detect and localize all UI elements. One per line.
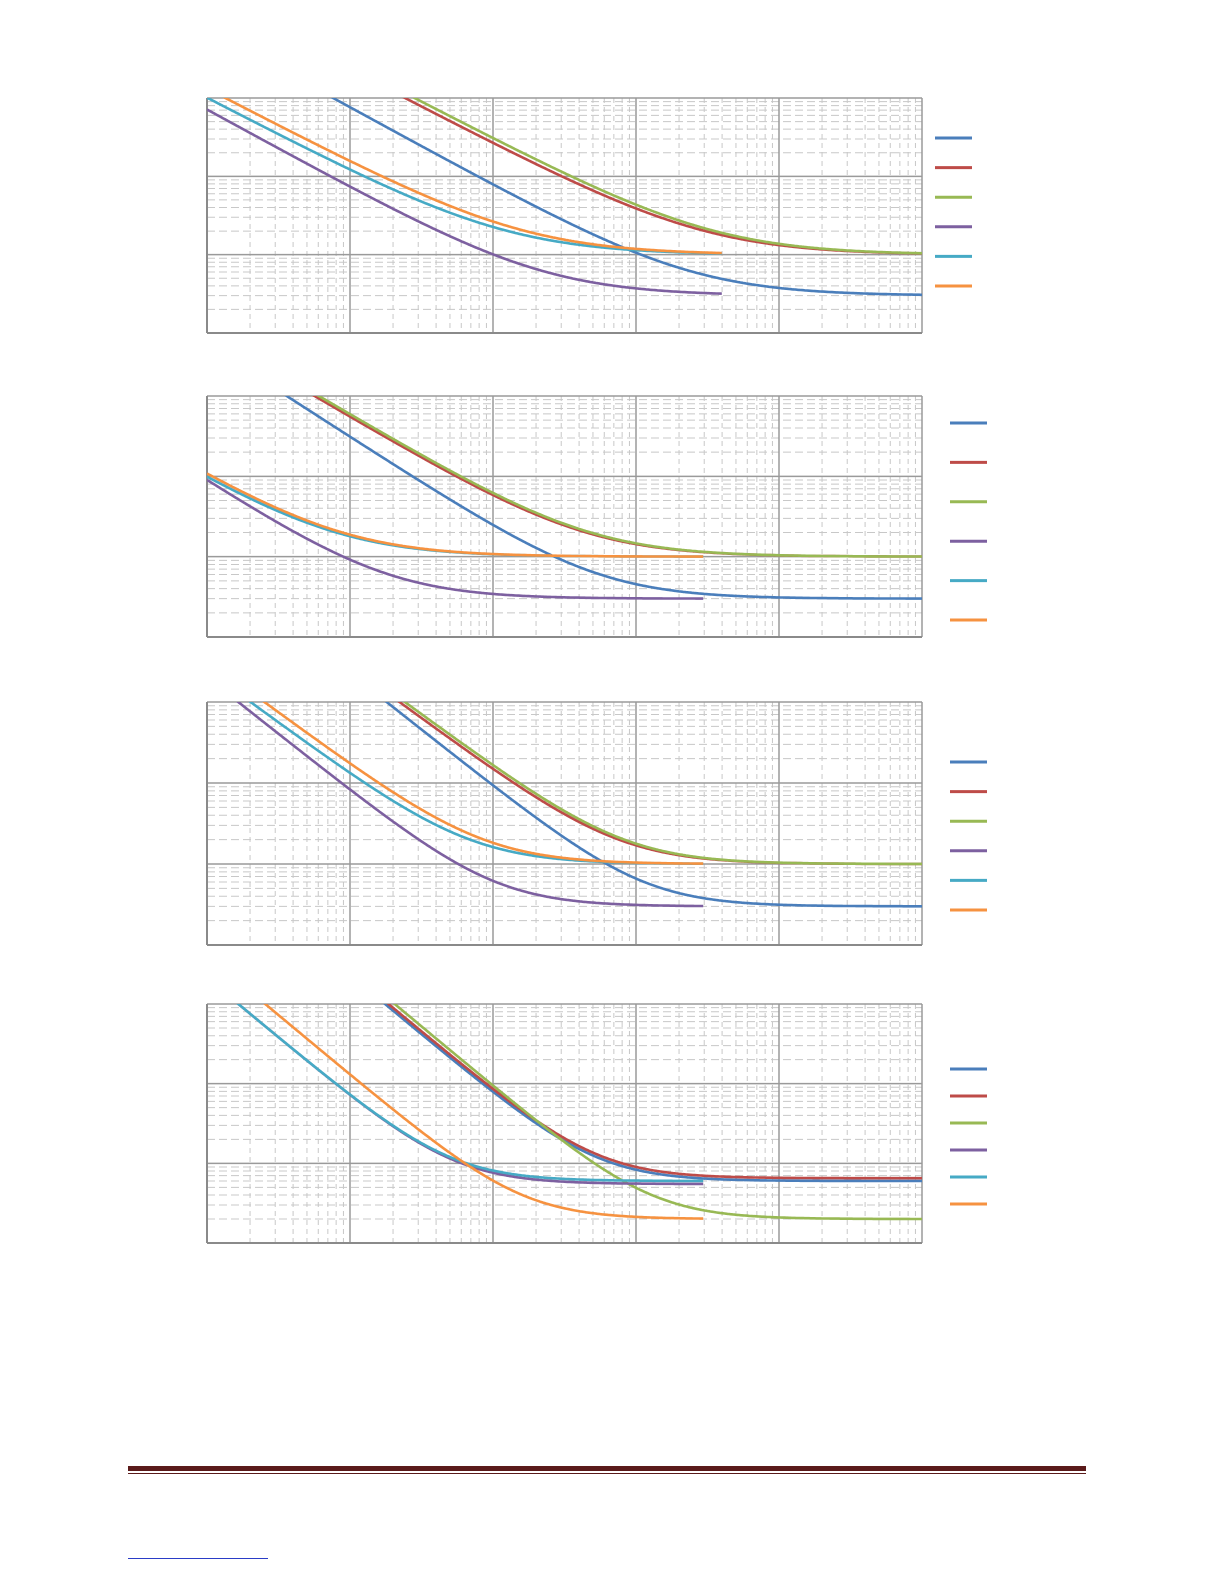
series-line-4 — [236, 702, 704, 908]
chart-panel-1 — [206, 97, 972, 334]
series-line-2 — [402, 98, 922, 255]
series-line-3 — [316, 396, 922, 558]
series-line-6 — [262, 702, 704, 865]
series-line-2 — [386, 1004, 922, 1180]
series-line-5 — [236, 1004, 704, 1183]
series-line-1 — [330, 98, 922, 297]
series-line-2 — [397, 702, 922, 866]
series-line-3 — [392, 1004, 922, 1221]
series-line-6 — [207, 472, 704, 558]
chart-panel-2 — [206, 395, 987, 638]
series-line-3 — [411, 98, 922, 255]
series-line-4 — [207, 108, 722, 295]
series-line-6 — [222, 98, 722, 255]
chart-panel-4 — [206, 1003, 987, 1244]
series-line-4 — [236, 1004, 704, 1186]
series-line-5 — [207, 98, 722, 255]
footer-rule-thin — [128, 1473, 1086, 1474]
series-line-4 — [207, 478, 704, 600]
series-line-1 — [384, 702, 922, 908]
footer-rule-thick — [128, 1466, 1086, 1471]
series-line-1 — [284, 396, 922, 600]
chart-panel-3 — [206, 701, 987, 946]
series-line-5 — [248, 702, 704, 866]
footer-link-underline[interactable] — [128, 1558, 268, 1559]
series-line-3 — [402, 702, 922, 866]
series-line-6 — [263, 1004, 704, 1220]
